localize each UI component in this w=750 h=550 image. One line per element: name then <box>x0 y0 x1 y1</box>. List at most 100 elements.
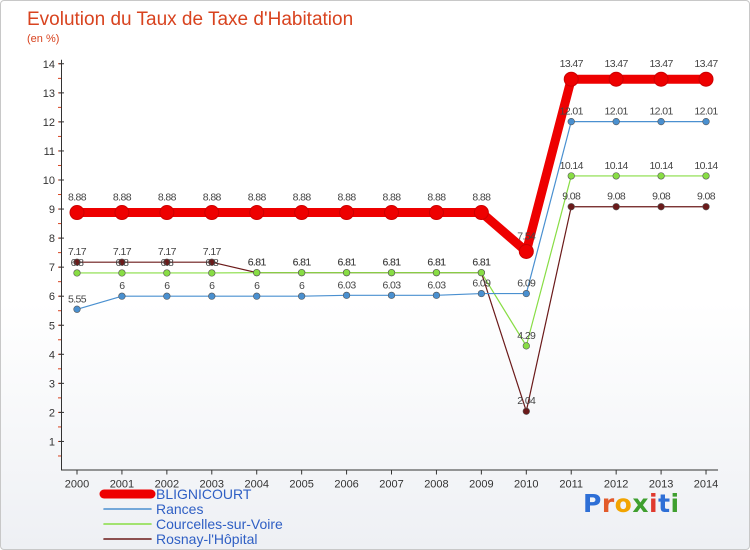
data-point <box>118 269 126 277</box>
data-point <box>432 291 441 299</box>
data-point <box>163 269 171 277</box>
data-label: 4.29 <box>517 330 536 342</box>
data-point <box>253 269 261 277</box>
data-point <box>612 203 620 211</box>
data-label: 6.03 <box>382 279 401 291</box>
data-label: 6 <box>164 280 170 292</box>
data-label: 6.8 <box>116 257 130 269</box>
data-label: 8.88 <box>338 192 357 204</box>
data-point <box>114 205 130 221</box>
data-label: 7.17 <box>68 246 87 258</box>
logo-letter: P <box>583 489 602 518</box>
data-point <box>522 289 530 298</box>
data-label: 6 <box>209 280 215 292</box>
data-point <box>432 269 441 277</box>
data-label: 9.08 <box>697 191 716 203</box>
data-label: 13.47 <box>560 58 584 70</box>
data-label: 7.54 <box>517 230 536 242</box>
x-tick-label: 2000 <box>65 479 89 491</box>
y-tick-label: 11 <box>44 146 55 158</box>
y-tick-label: 14 <box>43 59 55 71</box>
data-label: 6.81 <box>293 257 312 269</box>
legend-label: Rances <box>156 501 203 517</box>
data-label: 6.81 <box>338 257 357 269</box>
x-tick-label: 2002 <box>155 479 179 491</box>
data-label: 13.47 <box>605 58 629 70</box>
data-label: 8.88 <box>68 192 87 204</box>
y-tick-label: 2 <box>49 407 55 419</box>
data-label: 6 <box>119 280 125 292</box>
data-label: 8.88 <box>427 192 446 204</box>
data-label: 6.81 <box>248 257 267 269</box>
data-point <box>657 118 665 126</box>
data-label: 6.81 <box>338 257 357 269</box>
data-point <box>473 205 489 221</box>
data-labels: 8.88 8.88 8.88 8.88 8.88 8.88 8.88 8.88 8.88 8.88… <box>68 58 719 407</box>
series-line <box>76 206 707 412</box>
data-label: 9.08 <box>652 191 671 203</box>
data-point <box>208 292 216 300</box>
data-point <box>702 203 710 211</box>
data-label: 2.04 <box>517 395 536 407</box>
data-point <box>567 172 575 180</box>
data-point <box>698 71 714 87</box>
logo-letter: i <box>670 489 680 518</box>
series-lines <box>72 74 711 412</box>
data-label: 10.14 <box>694 160 718 172</box>
y-tick-label: 10 <box>43 175 55 187</box>
legend: BLIGNICOURTRancesCourcelles-sur-VoireRos… <box>99 486 283 547</box>
logo-letter: i <box>649 489 659 518</box>
data-label: 7.17 <box>113 246 132 258</box>
data-point <box>428 205 444 221</box>
x-tick-label: 2010 <box>514 479 538 491</box>
data-label: 6 <box>254 280 260 292</box>
data-point <box>298 269 306 277</box>
x-tick-label: 2007 <box>379 479 403 491</box>
data-point <box>298 292 306 300</box>
chart-title: Evolution du Taux de Taxe d'Habitation <box>27 9 353 30</box>
data-label: 6.03 <box>338 279 357 291</box>
data-point <box>384 205 400 221</box>
x-tick-label: 2009 <box>469 479 493 491</box>
data-label: 5.55 <box>68 293 87 305</box>
data-label: 6.81 <box>427 257 446 269</box>
data-point <box>477 289 485 298</box>
legend-label: Rosnay-l'Hôpital <box>156 531 258 547</box>
y-tick-label: 13 <box>43 88 55 100</box>
y-tick-label: 5 <box>49 320 55 332</box>
data-label: 8.88 <box>293 192 312 204</box>
data-point <box>163 258 171 266</box>
data-label: 8.88 <box>472 192 491 204</box>
x-tick-label: 2005 <box>289 479 313 491</box>
data-point <box>608 71 624 87</box>
data-point <box>567 203 575 211</box>
data-point <box>73 269 81 277</box>
data-label: 10.14 <box>649 160 673 172</box>
legend-label: BLIGNICOURT <box>156 486 252 502</box>
data-point <box>294 205 310 221</box>
data-label: 12.01 <box>694 106 718 118</box>
x-tick-label: 2004 <box>244 479 268 491</box>
y-tick-label: 7 <box>49 262 55 274</box>
proxiti-logo: Proxiti <box>583 489 680 518</box>
data-point <box>339 205 355 221</box>
data-point <box>208 269 216 277</box>
data-label: 12.01 <box>649 106 673 118</box>
data-point <box>518 243 534 259</box>
data-label: 10.14 <box>605 160 629 172</box>
data-point <box>522 342 530 350</box>
data-label: 6.81 <box>382 257 401 269</box>
x-tick-label: 2008 <box>424 479 448 491</box>
y-tick-label: 1 <box>49 436 55 448</box>
data-label: 13.47 <box>694 58 718 70</box>
data-label: 6 <box>299 280 305 292</box>
data-point <box>249 205 265 221</box>
data-point <box>702 118 710 126</box>
data-label: 6.8 <box>71 257 85 269</box>
y-tick-label: 9 <box>49 204 55 216</box>
data-point <box>73 305 81 313</box>
data-label: 6.81 <box>248 257 267 269</box>
data-point <box>253 292 261 300</box>
